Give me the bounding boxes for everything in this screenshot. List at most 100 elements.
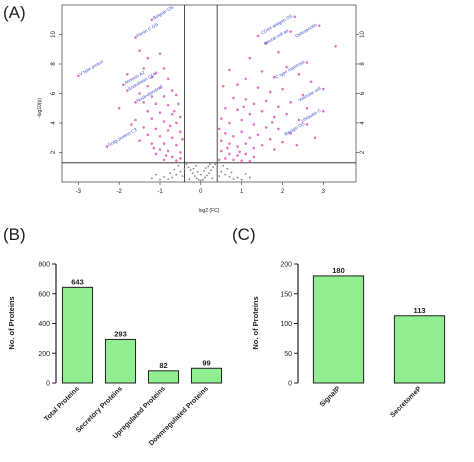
downregulated-point — [179, 115, 182, 119]
downregulated-point — [134, 101, 137, 104]
nonsignificant-point — [173, 168, 176, 171]
upregulated-point — [226, 146, 229, 150]
upregulated-point — [281, 87, 284, 91]
upregulated-point — [232, 134, 235, 138]
nonsignificant-point — [240, 178, 243, 181]
nonsignificant-point — [206, 174, 208, 177]
upregulated-point — [297, 73, 301, 76]
volcano-point-label: Vascular cell — [298, 86, 322, 103]
bar-chart-c-y-tick-label: 200 — [280, 262, 292, 269]
upregulated-point — [264, 42, 268, 45]
volcano-y-tick-label: 8 — [51, 62, 57, 66]
downregulated-point — [179, 151, 182, 154]
nonsignificant-point — [187, 166, 190, 169]
upregulated-point — [252, 155, 256, 159]
bar-chart-b-y-tick-label: 200 — [38, 351, 50, 358]
volcano-point-label: Belgran OS — [152, 5, 175, 21]
nonsignificant-point — [203, 170, 206, 172]
panel-label-a: (A) — [3, 3, 26, 22]
nonsignificant-point — [193, 175, 196, 178]
downregulated-point — [150, 117, 154, 120]
upregulated-point — [252, 123, 256, 126]
bar-chart-c-y-tick-label: 100 — [280, 321, 292, 328]
downregulated-point — [142, 126, 145, 129]
panel-label-c: (C) — [232, 225, 256, 244]
volcano-y-tick-label: 4 — [51, 121, 57, 125]
upregulated-point — [270, 120, 274, 124]
downregulated-point — [179, 130, 182, 134]
volcano-point-label: Basigin OS — [284, 121, 306, 137]
bar-chart-b-y-tick-label: 0 — [46, 381, 50, 388]
bar-chart-c-bar-value-label: 180 — [332, 266, 345, 275]
upregulated-point — [217, 127, 221, 131]
nonsignificant-point — [244, 172, 247, 175]
upregulated-point — [313, 136, 317, 140]
upregulated-point — [244, 77, 248, 81]
downregulated-point — [181, 137, 184, 141]
bar-chart-c-bar — [393, 315, 446, 384]
nonsignificant-point — [197, 178, 200, 181]
nonsignificant-point — [214, 163, 217, 166]
downregulated-point — [172, 109, 176, 113]
downregulated-point — [166, 77, 170, 81]
bar-chart-b-bar — [147, 370, 180, 384]
volcano-point-label: Golgi protein C3 — [107, 127, 138, 148]
downregulated-point — [175, 121, 178, 125]
upregulated-point — [273, 115, 276, 119]
volcano-x-tick-label: 0 — [199, 189, 203, 195]
upregulated-point — [289, 132, 292, 135]
upregulated-point — [244, 142, 248, 145]
nonsignificant-point — [211, 177, 214, 180]
downregulated-point — [126, 73, 129, 76]
upregulated-point — [260, 70, 264, 73]
upregulated-point — [248, 56, 252, 60]
upregulated-point — [268, 137, 272, 141]
upregulated-point — [260, 109, 264, 113]
downregulated-point — [150, 95, 154, 98]
downregulated-point — [142, 67, 145, 70]
upregulated-point — [322, 109, 325, 113]
volcano-point-label: V type proton — [78, 59, 104, 77]
upregulated-point — [309, 80, 313, 83]
bar-chart-b-bar-value-label: 643 — [71, 277, 84, 286]
upregulated-point — [277, 50, 280, 54]
upregulated-point — [256, 86, 260, 89]
nonsignificant-point — [212, 166, 214, 169]
volcano-y-tick-label: 6 — [51, 91, 57, 95]
volcano-x-tick-label: -1 — [157, 189, 163, 195]
nonsignificant-point — [204, 176, 206, 179]
upregulated-point — [289, 30, 292, 33]
downregulated-point — [121, 83, 125, 86]
nonsignificant-point — [210, 169, 212, 172]
upregulated-point — [248, 160, 252, 163]
upregulated-point — [322, 87, 325, 91]
upregulated-point — [317, 24, 321, 27]
volcano-y-tick-label-right: 2 — [360, 150, 366, 154]
downregulated-point — [152, 146, 156, 150]
nonsignificant-point — [167, 178, 170, 180]
bar-chart-c-category-label: SignalP — [319, 385, 342, 408]
nonsignificant-point — [196, 170, 199, 173]
downregulated-point — [146, 133, 150, 137]
bar-chart-b-bar — [104, 338, 137, 384]
nonsignificant-point — [181, 175, 184, 178]
downregulated-point — [154, 152, 158, 156]
bar-chart-b-bar — [190, 367, 223, 384]
downregulated-point — [126, 89, 129, 92]
upregulated-point — [264, 126, 268, 129]
downregulated-point — [170, 136, 174, 140]
upregulated-point — [244, 98, 248, 101]
downregulated-point — [134, 36, 137, 39]
upregulated-point — [295, 143, 299, 147]
downregulated-point — [162, 158, 166, 162]
nonsignificant-point — [185, 163, 188, 166]
nonsignificant-point — [248, 176, 251, 179]
volcano-x-tick-label: 1 — [240, 189, 244, 195]
upregulated-point — [297, 118, 301, 122]
downregulated-point — [154, 71, 158, 75]
bar-chart-c-y-tick-label: 150 — [280, 291, 292, 298]
bar-chart-b-bar — [61, 286, 94, 384]
upregulated-point — [219, 139, 223, 142]
volcano-y-axis-label: -log10(p) — [37, 98, 43, 118]
downregulated-point — [166, 149, 170, 153]
